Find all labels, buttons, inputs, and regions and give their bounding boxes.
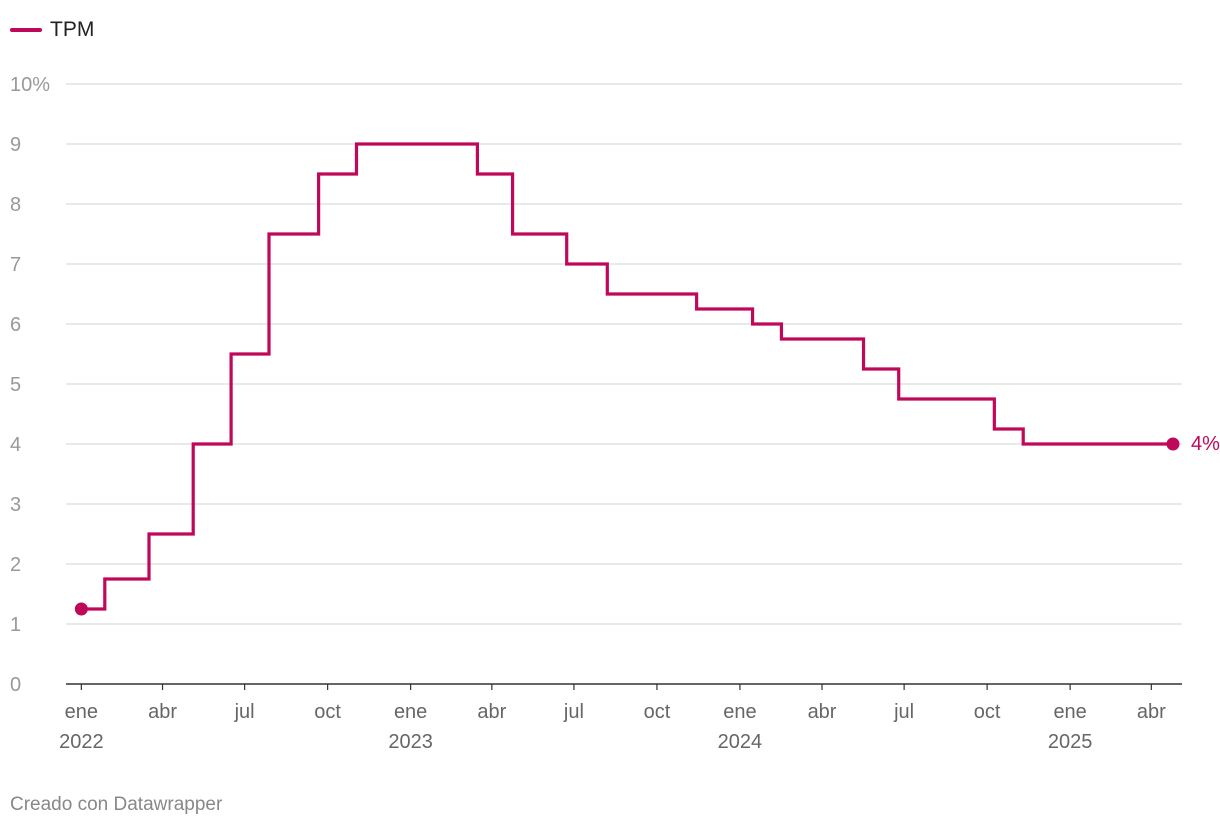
- footer-credit: Creado con Datawrapper: [10, 794, 223, 815]
- x-tick-label: ene: [1053, 701, 1086, 723]
- end-value-label: 4%: [1191, 433, 1220, 455]
- y-tick-label: 1: [10, 614, 21, 636]
- y-tick-label: 9: [10, 134, 21, 156]
- y-tick-label: 6: [10, 314, 21, 336]
- x-tick-label: abr: [148, 701, 177, 723]
- x-tick-label: oct: [314, 701, 341, 723]
- x-tick-label: jul: [234, 701, 255, 723]
- x-tick-label: ene: [65, 701, 98, 723]
- y-tick-label: 8: [10, 194, 21, 216]
- x-tick-label: jul: [893, 701, 914, 723]
- legend: TPM: [10, 16, 94, 44]
- x-tick-label: oct: [974, 701, 1001, 723]
- x-tick-label: abr: [477, 701, 506, 723]
- y-tick-label: 4: [10, 434, 21, 456]
- x-tick-label: jul: [563, 701, 584, 723]
- x-year-label: 2024: [718, 731, 763, 753]
- y-tick-label: 7: [10, 254, 21, 276]
- x-tick-label: ene: [723, 701, 756, 723]
- y-tick-label: 0: [10, 674, 21, 696]
- y-tick-label: 2: [10, 554, 21, 576]
- x-tick-label: abr: [1137, 701, 1166, 723]
- x-year-label: 2023: [388, 731, 433, 753]
- x-tick-label: oct: [644, 701, 671, 723]
- x-tick-label: ene: [394, 701, 427, 723]
- series-end-point: [1166, 437, 1180, 451]
- y-tick-label: 3: [10, 494, 21, 516]
- x-tick-label: abr: [808, 701, 837, 723]
- series-start-point: [74, 602, 88, 616]
- legend-label: TPM: [50, 18, 95, 41]
- x-year-label: 2022: [59, 731, 104, 753]
- x-year-label: 2025: [1048, 731, 1093, 753]
- series-line-tpm: [81, 142, 1173, 611]
- y-tick-label: 10%: [10, 74, 50, 96]
- y-tick-label: 5: [10, 374, 21, 396]
- legend-swatch: [10, 28, 42, 32]
